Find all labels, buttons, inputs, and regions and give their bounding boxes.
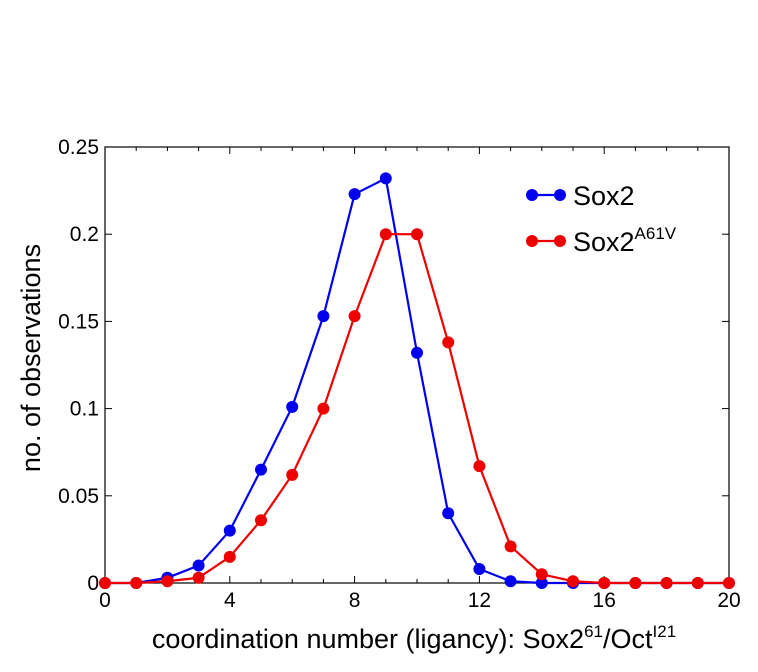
data-point xyxy=(504,575,517,588)
x-axis-label-sup2: I21 xyxy=(653,622,677,641)
data-point xyxy=(535,568,548,581)
legend-entry-2: Sox2A61V xyxy=(526,224,677,257)
data-point xyxy=(348,310,361,323)
data-point xyxy=(691,577,704,589)
x-axis-label-sup1: 61 xyxy=(584,622,603,641)
y-axis-label: no. of observations xyxy=(16,244,46,472)
series-line xyxy=(105,233,729,585)
data-point xyxy=(411,346,423,359)
data-point xyxy=(192,559,205,572)
legend-entry-1: Sox2 xyxy=(526,181,635,211)
data-point xyxy=(473,563,486,576)
axes-layer: 0 4 8 12 16 20 0 0.05 0.1 0.15 0.2 0.25 xyxy=(58,136,741,612)
data-point xyxy=(192,571,205,584)
y-tick-label: 0.2 xyxy=(70,223,99,246)
data-point xyxy=(317,310,330,323)
data-point xyxy=(379,228,392,241)
x-tick-label: 12 xyxy=(468,589,491,612)
data-point xyxy=(99,577,111,589)
x-axis-label-mid: /Oct xyxy=(603,624,653,654)
plot-frame xyxy=(104,146,730,584)
legend-label-name: Sox2 xyxy=(573,181,635,211)
x-tick-label: 16 xyxy=(593,589,616,612)
data-point xyxy=(504,540,517,553)
x-tick-label: 0 xyxy=(99,589,111,612)
x-tick-label: 4 xyxy=(224,589,236,612)
data-point xyxy=(130,577,143,589)
legend-label-name: Sox2 xyxy=(573,227,635,257)
data-point xyxy=(535,577,548,589)
data-point xyxy=(223,524,236,537)
data-point xyxy=(629,577,642,589)
data-point xyxy=(255,463,267,476)
legend-marker xyxy=(526,189,538,201)
data-point xyxy=(379,172,392,185)
data-point xyxy=(473,460,486,473)
x-axis-label-main: coordination number (ligancy): Sox2 xyxy=(152,624,584,654)
series-2 xyxy=(99,228,735,589)
y-tick-label: 0 xyxy=(87,572,99,595)
y-tick-label: 0.25 xyxy=(58,136,99,159)
y-tick-label: 0.1 xyxy=(70,398,99,421)
x-tick-label: 20 xyxy=(717,589,740,612)
legend-label: Sox2A61V xyxy=(573,224,677,257)
data-point xyxy=(286,468,299,481)
legend-marker xyxy=(554,189,566,201)
x-tick-label: 8 xyxy=(349,589,361,612)
series-layer xyxy=(99,172,735,589)
y-tick-label: 0.05 xyxy=(58,485,99,508)
data-point xyxy=(567,575,579,588)
legend-marker xyxy=(526,235,538,247)
data-point xyxy=(286,400,299,413)
x-axis-label: coordination number (ligancy): Sox261/Oc… xyxy=(152,622,676,654)
data-point xyxy=(723,577,735,589)
legend-label-sup: A61V xyxy=(635,224,677,243)
data-point xyxy=(598,577,611,589)
data-point xyxy=(442,507,455,520)
data-point xyxy=(255,514,267,527)
data-point xyxy=(660,577,673,589)
legend-label: Sox2 xyxy=(573,181,635,211)
y-tick-label: 0.15 xyxy=(58,310,99,333)
data-point xyxy=(317,402,330,415)
data-point xyxy=(348,188,361,201)
legend-marker xyxy=(554,235,566,247)
data-point xyxy=(223,550,236,563)
data-point xyxy=(161,575,174,588)
data-point xyxy=(411,228,423,241)
data-point xyxy=(442,336,455,349)
